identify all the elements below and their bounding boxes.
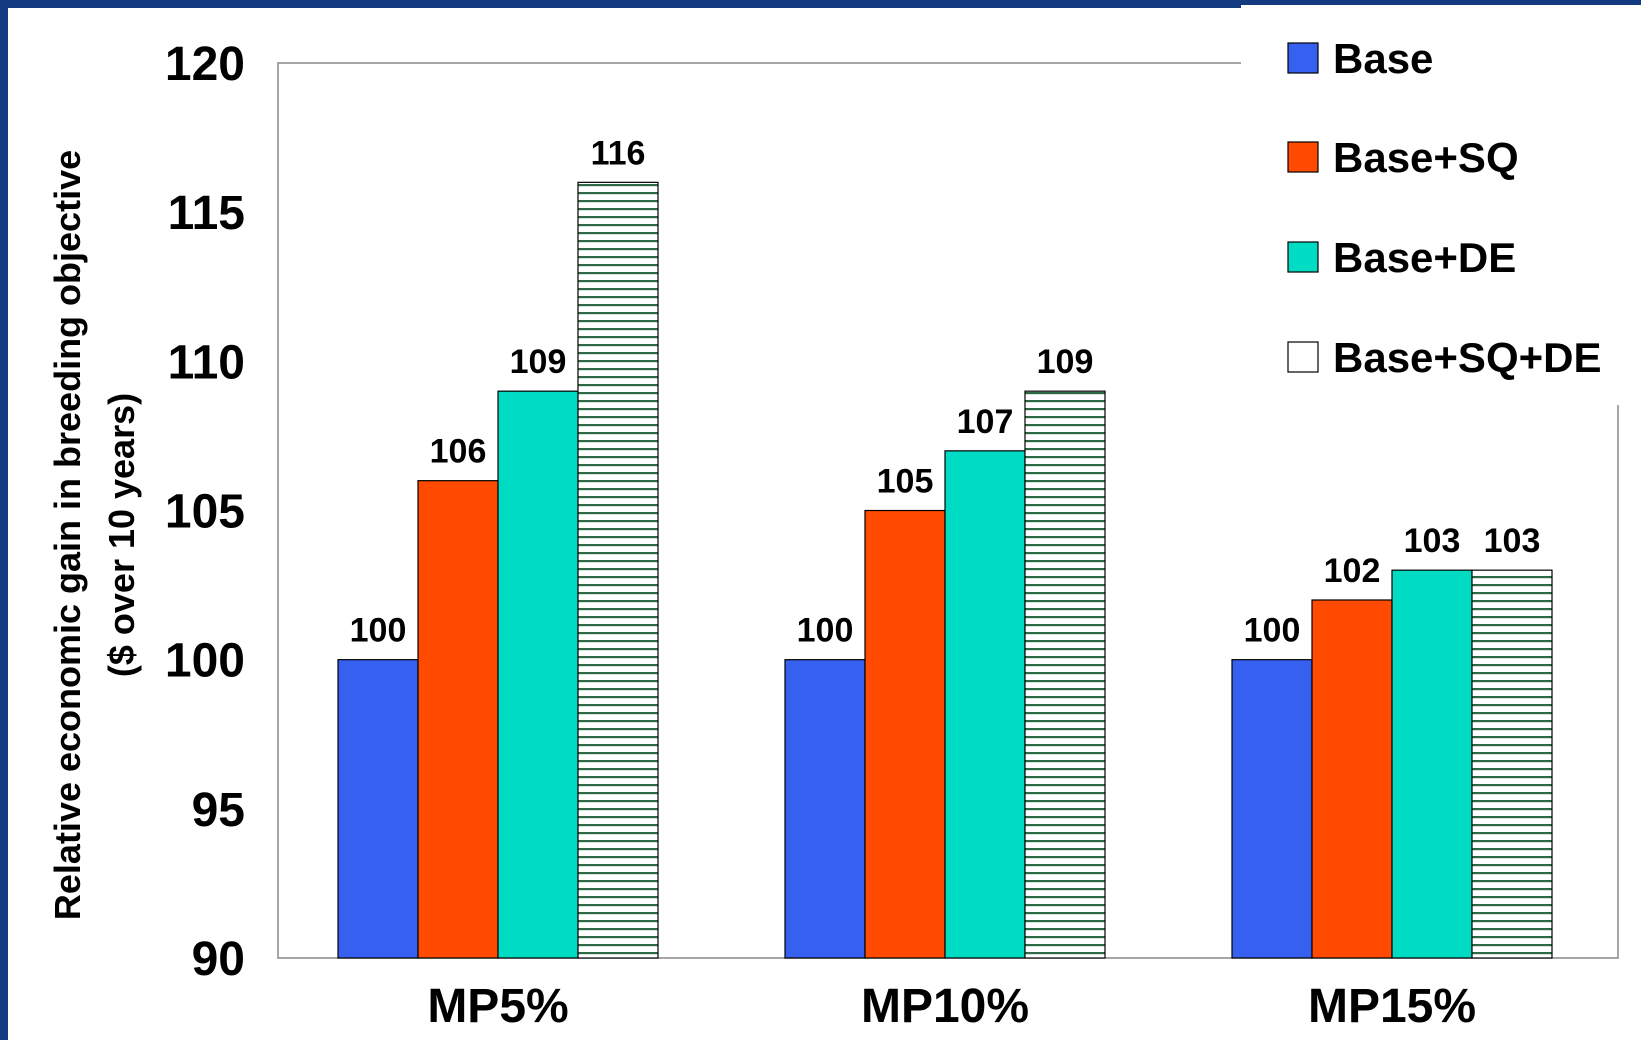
- data-label: 116: [591, 134, 646, 172]
- bar: [784, 659, 866, 959]
- y-tick-label: 95: [192, 784, 245, 837]
- y-tick-label: 100: [165, 635, 245, 688]
- bar: [417, 480, 499, 959]
- bars: [337, 181, 1553, 959]
- y-tick-label: 105: [165, 486, 245, 539]
- data-label: 109: [1037, 343, 1094, 381]
- legend: Base Base+SQ Base+DE Base+SQ+DE: [1241, 5, 1641, 405]
- y-tick-label: 120: [165, 38, 245, 91]
- x-category-label: MP15%: [1308, 980, 1476, 1033]
- data-label: 105: [877, 463, 934, 501]
- legend-label: Base+DE: [1333, 234, 1516, 281]
- y-axis-label-line-1: Relative economic gain in breeding objec…: [47, 150, 88, 920]
- legend-label: Base+SQ: [1333, 134, 1519, 181]
- bar: [337, 659, 419, 959]
- legend-swatch: [1287, 241, 1319, 273]
- data-label: 106: [430, 433, 487, 471]
- y-tick-label: 110: [168, 336, 245, 389]
- data-label: 100: [350, 612, 407, 650]
- data-label: 100: [797, 612, 854, 650]
- y-axis-label: Relative economic gain in breeding objec…: [47, 150, 142, 920]
- bar: [497, 390, 579, 959]
- data-label: 103: [1484, 522, 1541, 560]
- bar: [1471, 569, 1553, 959]
- x-category-label: MP5%: [427, 980, 568, 1033]
- bar: [1391, 569, 1473, 959]
- bar: [1231, 659, 1313, 959]
- legend-swatch: [1287, 341, 1319, 373]
- legend-label: Base+SQ+DE: [1333, 334, 1602, 381]
- data-label: 100: [1244, 612, 1301, 650]
- y-tick-label: 90: [192, 933, 245, 986]
- legend-swatch: [1287, 141, 1319, 173]
- bar: [944, 450, 1026, 959]
- data-label: 103: [1404, 522, 1461, 560]
- legend-label: Base: [1333, 35, 1433, 82]
- bar: [577, 181, 659, 959]
- data-label: 107: [957, 403, 1014, 441]
- y-axis-ticks: 90 95 100 105 110 115 120: [165, 38, 245, 986]
- x-axis-categories: MP5% MP10% MP15%: [427, 980, 1476, 1033]
- y-tick-label: 115: [168, 187, 245, 240]
- x-category-label: MP10%: [861, 980, 1029, 1033]
- bar: [864, 509, 946, 959]
- legend-swatch: [1287, 42, 1319, 74]
- bar: [1311, 599, 1393, 959]
- y-axis-label-line-2: ($ over 10 years): [101, 393, 142, 677]
- data-labels: 100 106 109 116 100 105 107 109 100 102 103 103: [350, 134, 1541, 649]
- data-label: 102: [1324, 552, 1381, 590]
- data-label: 109: [510, 343, 567, 381]
- bar: [1024, 390, 1106, 959]
